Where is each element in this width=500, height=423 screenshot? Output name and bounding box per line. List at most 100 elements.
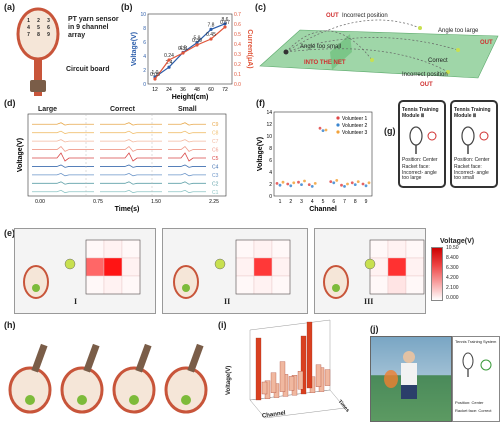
b-y2tick: 0.6 xyxy=(234,22,241,28)
colorbar-tick-2: 6.300 xyxy=(446,265,459,271)
channel-1: 1 xyxy=(27,18,30,24)
d-trace xyxy=(100,122,162,126)
b-point xyxy=(223,25,227,29)
e-ball xyxy=(332,284,340,292)
e-ball xyxy=(182,284,190,292)
b-datalabel: 5.9 xyxy=(194,36,201,42)
b-xlabel: Height(cm) xyxy=(172,94,209,101)
b-point xyxy=(153,77,157,81)
e-ball xyxy=(32,284,40,292)
b-point xyxy=(167,58,171,62)
incorrect-position-top: Incorrect position xyxy=(342,13,388,19)
d-xlabel: Time(s) xyxy=(115,206,140,213)
b-y2tick: 0.7 xyxy=(234,12,241,18)
sensor-description: PT yarn sensor in 9 channel array xyxy=(68,16,119,40)
f-legend-label: Volunteer 1 xyxy=(342,116,368,122)
b-datalabel: 1.0 xyxy=(152,70,159,76)
b-datalabel: 0.05 xyxy=(150,72,160,78)
position-text-g2: Position: Center xyxy=(454,157,490,163)
d-trace xyxy=(32,152,94,162)
f-xtick: 8 xyxy=(354,199,357,205)
out-label-2: OUT xyxy=(480,40,493,46)
f-xtick: 3 xyxy=(300,199,303,205)
f-point xyxy=(321,129,325,133)
b-line-voltage xyxy=(154,23,226,78)
phone-small: Tennis Training Module Ⅲ Position: Cente… xyxy=(450,100,498,188)
b-line-current xyxy=(154,26,226,80)
b-point xyxy=(223,22,227,26)
b-ytick: 0 xyxy=(143,82,146,88)
i-bar xyxy=(300,335,307,395)
d-trace xyxy=(168,172,206,177)
app-screen: Tennis Training System Position: Center … xyxy=(452,336,500,422)
d-trace xyxy=(100,164,162,168)
i-bar xyxy=(255,337,262,401)
b-ytick: 8 xyxy=(143,26,146,32)
d-channel-label: C1 xyxy=(212,190,219,196)
d-trace xyxy=(32,130,94,134)
f-xtick: 7 xyxy=(343,199,346,205)
e-heatmap-frame xyxy=(85,239,141,295)
f-point xyxy=(318,126,322,130)
d-trace xyxy=(100,189,162,194)
channel-7: 7 xyxy=(27,32,30,38)
d-trace xyxy=(32,172,94,177)
racket-sequence-illustration xyxy=(8,343,208,414)
colorbar-title: Voltage(V) xyxy=(440,238,475,245)
f-point xyxy=(286,182,290,186)
d-trace xyxy=(168,181,206,185)
e-racket xyxy=(323,265,349,299)
d-channel-label: C8 xyxy=(212,131,219,137)
f-point xyxy=(313,182,317,185)
b-ytick: 6 xyxy=(143,40,146,46)
b-ytick: 4 xyxy=(143,54,146,60)
panel-c-label: (c) xyxy=(255,2,266,12)
b-y2tick: 0.2 xyxy=(234,62,241,68)
b-xtick: 72 xyxy=(222,87,228,93)
b-point xyxy=(209,37,213,41)
panel-g-label: (g) xyxy=(384,126,396,136)
d-trace xyxy=(168,130,206,134)
panel-e-label: (e) xyxy=(4,228,15,238)
d-trace xyxy=(100,172,162,177)
b-datalabel: 0.45 xyxy=(206,32,216,38)
f-point xyxy=(343,185,346,188)
f-point xyxy=(324,128,328,132)
b-xtick: 60 xyxy=(208,87,214,93)
circuit-board-label: Circuit board xyxy=(66,66,110,73)
app-racket-icon xyxy=(462,352,492,377)
f-xtick: 1 xyxy=(279,199,282,205)
b-frame xyxy=(147,13,233,85)
d-trace xyxy=(168,189,206,194)
f-ytick: 8 xyxy=(269,146,272,152)
d-channel-label: C5 xyxy=(212,156,219,162)
channel-9: 9 xyxy=(47,32,50,38)
b-y2tick: 0.3 xyxy=(234,52,241,58)
f-point xyxy=(364,184,368,188)
f-point xyxy=(297,180,300,184)
b-xtick: 36 xyxy=(180,87,186,93)
f-ytick: 4 xyxy=(269,170,272,176)
d-trace xyxy=(32,181,94,185)
channel-5: 5 xyxy=(37,25,40,31)
f-point xyxy=(278,183,282,187)
e-incoming-ball xyxy=(364,258,376,270)
b-datalabel: 0.39 xyxy=(192,38,202,44)
f-xtick: 2 xyxy=(289,199,292,205)
f-point xyxy=(292,181,296,185)
correct-label: Correct xyxy=(428,58,448,64)
b-xtick: 24 xyxy=(166,87,172,93)
b-xtick: 12 xyxy=(152,87,158,93)
d-xtick: 0.00 xyxy=(35,199,45,205)
racket-icon-g1 xyxy=(409,126,437,154)
f-point xyxy=(289,184,293,188)
f-xlabel: Channel xyxy=(309,206,337,213)
f-legend-label: Volunteer 3 xyxy=(342,130,368,136)
d-trace xyxy=(168,122,206,126)
b-datalabel: 0.57 xyxy=(220,20,230,26)
angle-too-large-label: Angle too large xyxy=(438,28,479,34)
b-point xyxy=(209,27,213,31)
f-ytick: 2 xyxy=(269,182,272,188)
